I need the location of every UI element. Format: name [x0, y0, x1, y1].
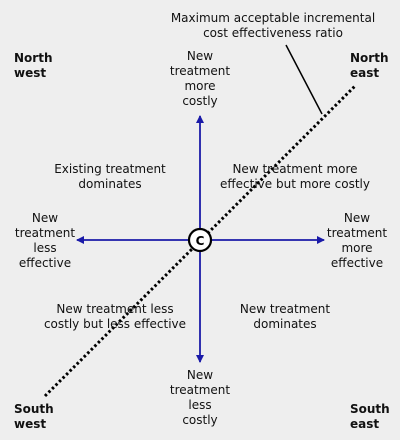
axis-label-top: New treatment more costly [169, 49, 231, 108]
origin-circle [187, 227, 213, 253]
axis-label-right: New treatment more effective [326, 211, 388, 270]
annotation-pointer [285, 44, 323, 115]
quadrant-label-north-west: Existing treatment dominates [54, 162, 166, 191]
threshold-annotation: Maximum acceptable incremental cost effe… [170, 11, 376, 40]
corner-north-east: North east [350, 51, 389, 80]
quadrant-label-north-east: New treatment more effective but more co… [220, 162, 370, 191]
origin-label: C [196, 234, 205, 248]
axis-label-left: New treatment less effective [14, 211, 76, 270]
corner-south-east: South east [350, 402, 390, 431]
quadrant-label-south-west: New treatment less costly but less effec… [43, 302, 187, 331]
corner-north-west: North west [14, 51, 53, 80]
corner-south-west: South west [14, 402, 54, 431]
quadrant-label-south-east: New treatment dominates [239, 302, 331, 331]
axis-label-bottom: New treatment less costly [169, 368, 231, 427]
threshold-line [43, 84, 357, 398]
